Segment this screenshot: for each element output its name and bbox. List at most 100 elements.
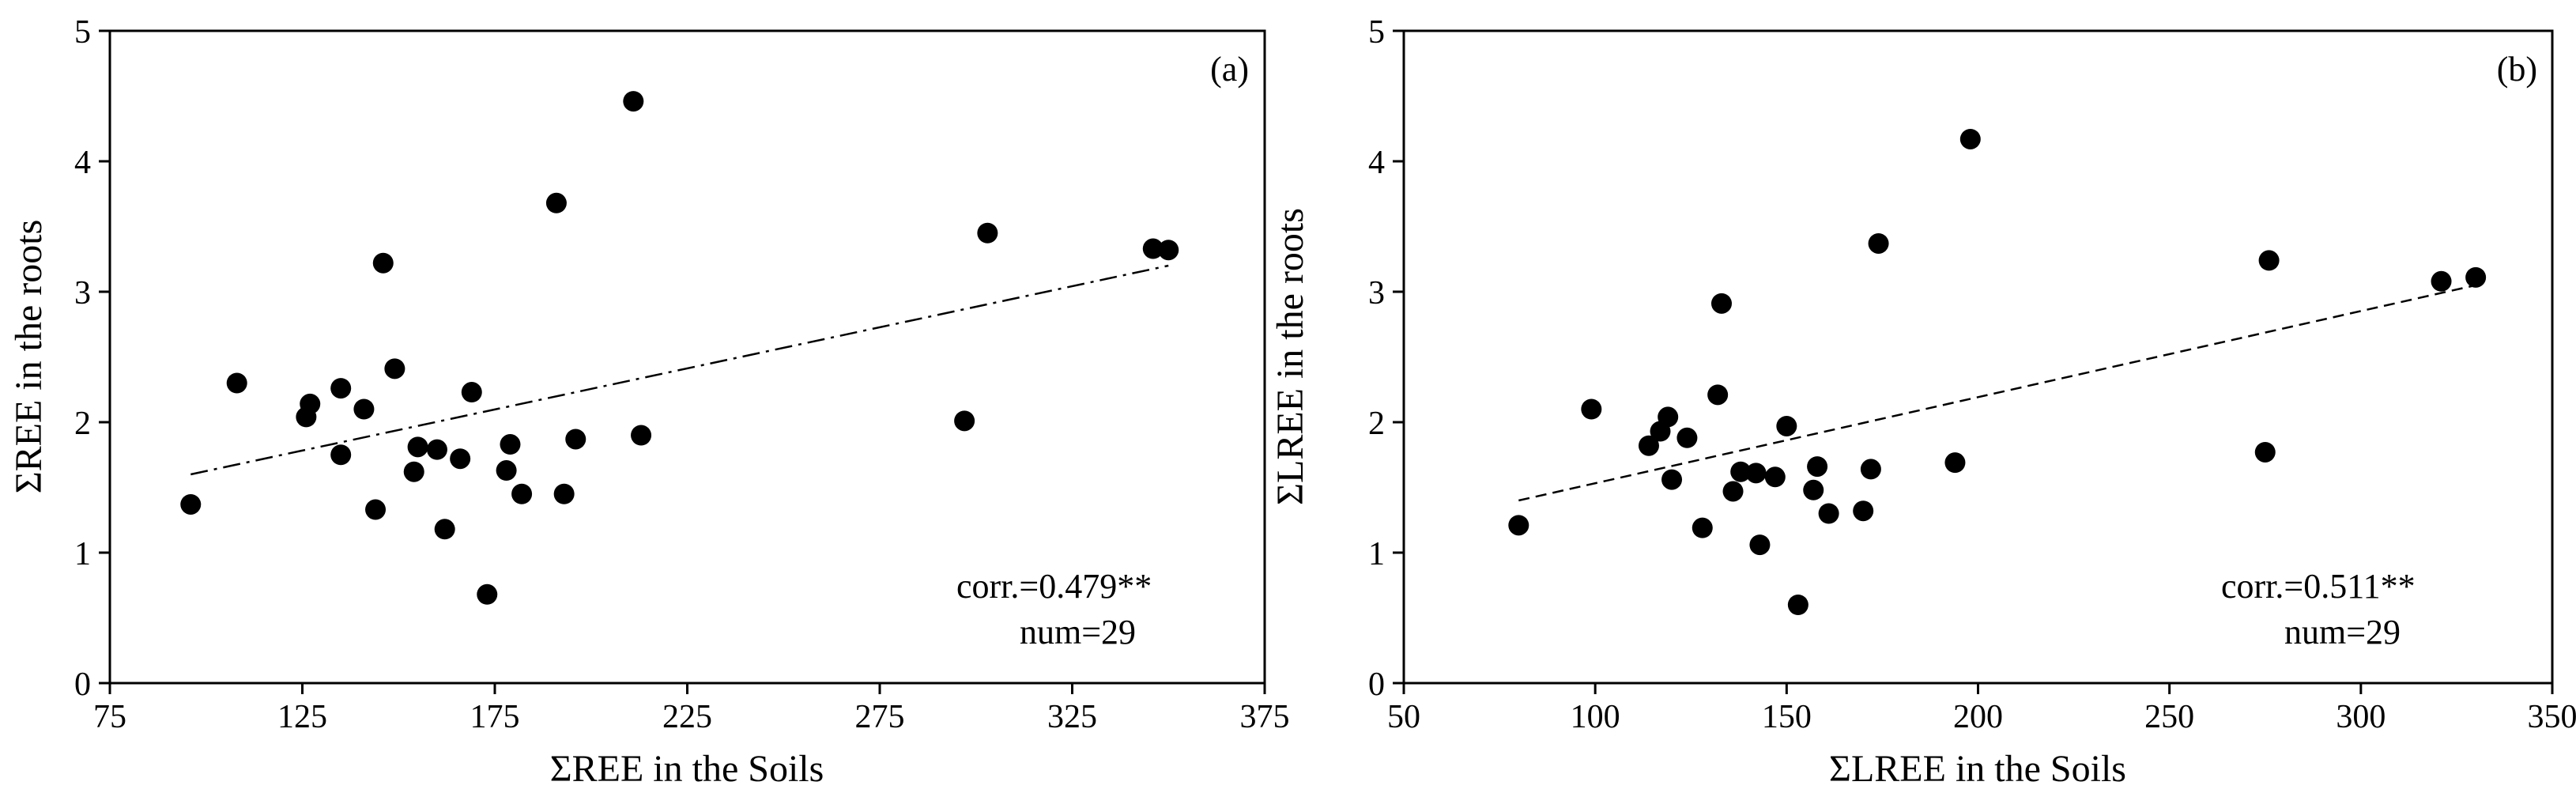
x-tick-label: 150	[1762, 699, 1812, 735]
panel-b: 50 100 150 200 250 300 350 0 1 2 3 4 5 (b) corr.=0.5…	[1269, 14, 2576, 790]
sample-count-annotation: num=29	[2284, 613, 2401, 651]
data-point	[1959, 128, 1981, 149]
data-point	[1745, 463, 1767, 484]
data-point	[407, 436, 428, 458]
data-point	[1730, 461, 1752, 482]
data-point	[1661, 469, 1683, 490]
sample-count-annotation: num=29	[1020, 613, 1136, 651]
data-point	[477, 583, 498, 605]
data-point	[954, 410, 975, 432]
data-point	[496, 460, 517, 481]
data-point	[511, 483, 533, 504]
panel-label: (a)	[1210, 50, 1249, 89]
data-point	[1803, 479, 1824, 500]
data-point	[1807, 456, 1828, 478]
x-tick-label: 325	[1047, 699, 1097, 735]
y-tick-label: 5	[74, 14, 91, 51]
data-point	[450, 448, 471, 470]
data-point	[1853, 500, 1874, 522]
x-tick-label: 125	[277, 699, 327, 735]
data-point	[1749, 534, 1771, 556]
y-tick-label: 0	[74, 666, 91, 703]
y-tick-label: 4	[74, 145, 91, 181]
x-tick-label: 375	[1240, 699, 1290, 735]
data-point	[365, 499, 387, 520]
data-point	[1764, 466, 1786, 488]
x-tick-label: 225	[662, 699, 712, 735]
data-point	[226, 372, 247, 394]
data-point	[1676, 427, 1698, 448]
data-point	[1710, 293, 1732, 314]
y-tick-label: 4	[1368, 145, 1385, 181]
y-axis-label: ΣLREE in the roots	[1269, 208, 1311, 505]
data-point	[1658, 406, 1679, 428]
y-tick-label: 2	[1368, 406, 1385, 442]
x-tick-label: 350	[2528, 699, 2576, 735]
trend-line	[1518, 284, 2476, 502]
y-tick-label: 1	[1368, 536, 1385, 572]
data-point	[1722, 481, 1744, 502]
data-point	[2258, 250, 2280, 271]
data-point	[1818, 503, 1839, 524]
x-tick-label: 50	[1387, 699, 1420, 735]
data-point	[2431, 270, 2452, 292]
data-point	[1707, 384, 1729, 406]
data-point	[296, 406, 317, 428]
data-points	[1508, 128, 2487, 615]
data-point	[180, 493, 202, 515]
data-point	[330, 444, 352, 466]
x-tick-label: 75	[93, 699, 126, 735]
x-tick-label: 250	[2144, 699, 2194, 735]
data-point	[2465, 266, 2487, 288]
tick-marks: 50 100 150 200 250 300 350 0 1 2 3 4 5	[1368, 14, 2576, 735]
data-point	[1860, 459, 1881, 480]
y-tick-label: 2	[74, 406, 91, 442]
data-point	[353, 398, 375, 420]
data-point	[426, 439, 447, 460]
data-point	[500, 434, 521, 455]
tick-marks: 75 125 175 225 275 325 375 0 1 2 3 4 5	[74, 14, 1290, 735]
data-point	[631, 425, 652, 446]
trend-line	[190, 264, 1169, 476]
data-point	[330, 378, 352, 399]
data-point	[1638, 435, 1659, 456]
data-point	[434, 519, 455, 540]
data-point	[384, 358, 405, 380]
data-point	[977, 222, 998, 244]
data-point	[1142, 238, 1164, 259]
y-tick-label: 1	[74, 536, 91, 572]
data-point	[623, 91, 644, 112]
data-point	[565, 429, 586, 450]
data-point	[1776, 415, 1797, 436]
y-tick-label: 3	[74, 275, 91, 312]
data-point	[1868, 232, 1889, 254]
data-point	[1158, 240, 1179, 261]
x-tick-label: 275	[855, 699, 905, 735]
data-point	[2254, 441, 2276, 463]
y-tick-label: 5	[1368, 14, 1385, 51]
x-tick-label: 200	[1953, 699, 2003, 735]
data-point	[372, 252, 394, 274]
data-point	[1508, 515, 1529, 536]
data-point	[1581, 398, 1602, 420]
x-tick-label: 175	[470, 699, 520, 735]
y-axis-label: ΣREE in the roots	[8, 220, 50, 494]
data-point	[461, 382, 482, 403]
correlation-annotation: corr.=0.511**	[2221, 567, 2416, 606]
data-point	[1944, 452, 1966, 474]
panel-a: 75 125 175 225 275 325 375 0 1 2 3 4 5 (a) corr.=0.4…	[8, 14, 1290, 790]
x-tick-label: 100	[1571, 699, 1620, 735]
x-axis-label: ΣREE in the Soils	[550, 748, 824, 790]
data-point	[545, 192, 567, 213]
data-point	[553, 483, 575, 504]
x-tick-label: 300	[2336, 699, 2386, 735]
data-point	[403, 461, 424, 482]
x-axis-label: ΣLREE in the Soils	[1829, 748, 2126, 790]
correlation-annotation: corr.=0.479**	[956, 567, 1152, 606]
y-tick-label: 3	[1368, 275, 1385, 312]
data-points	[180, 91, 1179, 605]
y-tick-label: 0	[1368, 666, 1385, 703]
panel-label: (b)	[2497, 50, 2537, 89]
data-point	[1692, 517, 1713, 538]
